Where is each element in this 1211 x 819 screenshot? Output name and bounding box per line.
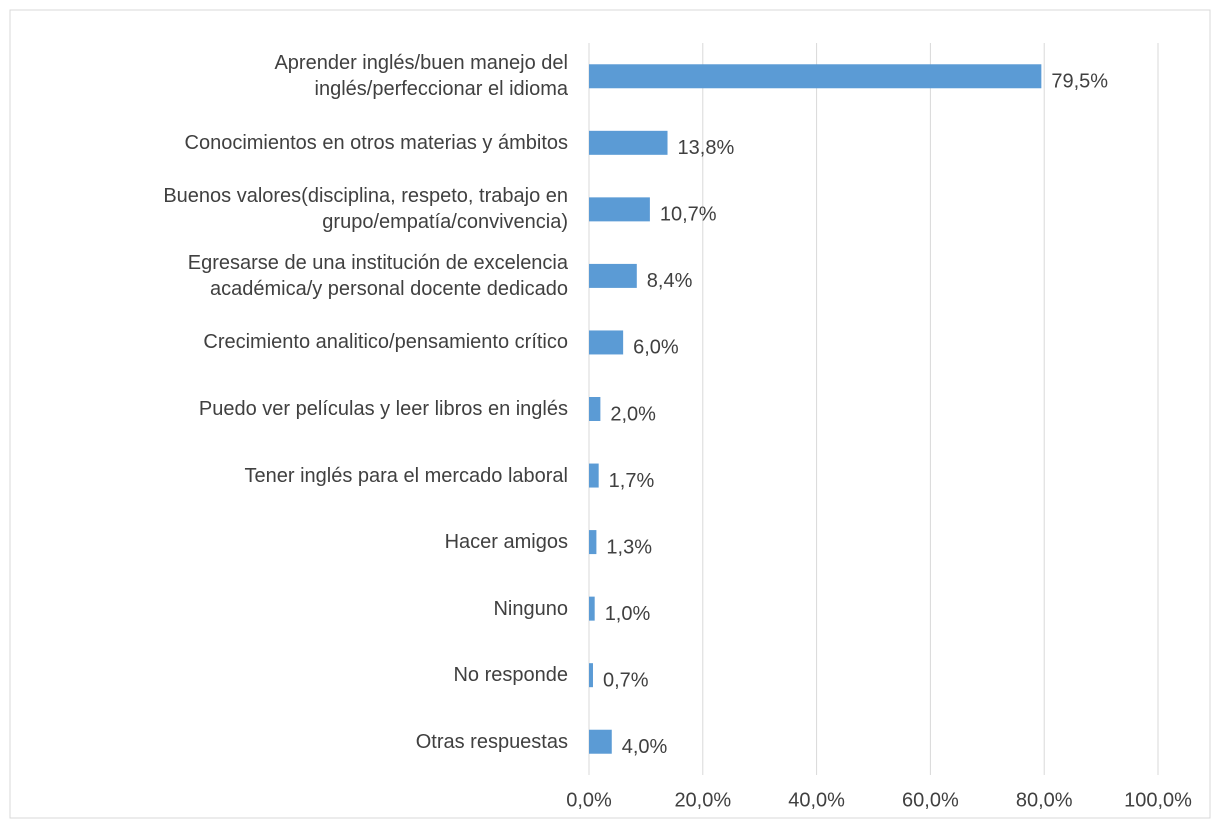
value-label: 4,0%	[622, 736, 668, 758]
y-tick-label: Otras respuestas	[415, 730, 568, 753]
y-tick-label: Conocimientos en otros materias y ámbito…	[184, 131, 569, 154]
bar	[589, 263, 637, 288]
bar	[589, 330, 624, 355]
bar	[589, 197, 650, 222]
x-tick-label: 80,0%	[1016, 789, 1073, 811]
x-tick-label: 60,0%	[902, 789, 959, 811]
x-tick-label: 100,0%	[1124, 789, 1192, 811]
bar	[589, 130, 668, 155]
value-label: 10,7%	[660, 204, 717, 226]
value-label: 79,5%	[1051, 71, 1108, 93]
x-tick-label: 20,0%	[674, 789, 731, 811]
y-tick-label: Ninguno	[493, 597, 568, 620]
y-tick-label: Egresarse de una institución de excelenc…	[187, 251, 568, 300]
y-tick-label: Tener inglés para el mercado laboral	[244, 464, 568, 487]
bar	[589, 397, 601, 421]
bar	[589, 596, 595, 621]
value-label: 2,0%	[610, 403, 656, 425]
x-tick-label: 40,0%	[788, 789, 845, 811]
value-label: 1,0%	[605, 603, 651, 625]
y-tick-label: Puedo ver películas y leer libros en ing…	[198, 398, 568, 420]
y-tick-label: Buenos valores(disciplina, respeto, trab…	[163, 185, 568, 234]
y-tick-label: Hacer amigos	[444, 531, 568, 554]
y-tick-label: No responde	[453, 664, 568, 687]
bar	[589, 663, 593, 688]
value-label: 0,7%	[603, 669, 649, 691]
value-label: 8,4%	[647, 270, 693, 292]
y-tick-label: Aprender inglés/buen manejo del inglés/p…	[274, 52, 568, 101]
bar	[589, 530, 597, 555]
x-tick-label: 0,0%	[566, 789, 612, 811]
bar	[589, 64, 1042, 89]
bar	[589, 729, 612, 754]
bar	[589, 463, 599, 488]
y-tick-label: Crecimiento analitico/pensamiento crític…	[203, 331, 568, 354]
value-label: 13,8%	[678, 137, 735, 159]
value-label: 1,7%	[609, 470, 655, 492]
value-label: 6,0%	[633, 337, 679, 359]
chart-border	[9, 9, 1211, 819]
value-label: 1,3%	[606, 536, 652, 558]
